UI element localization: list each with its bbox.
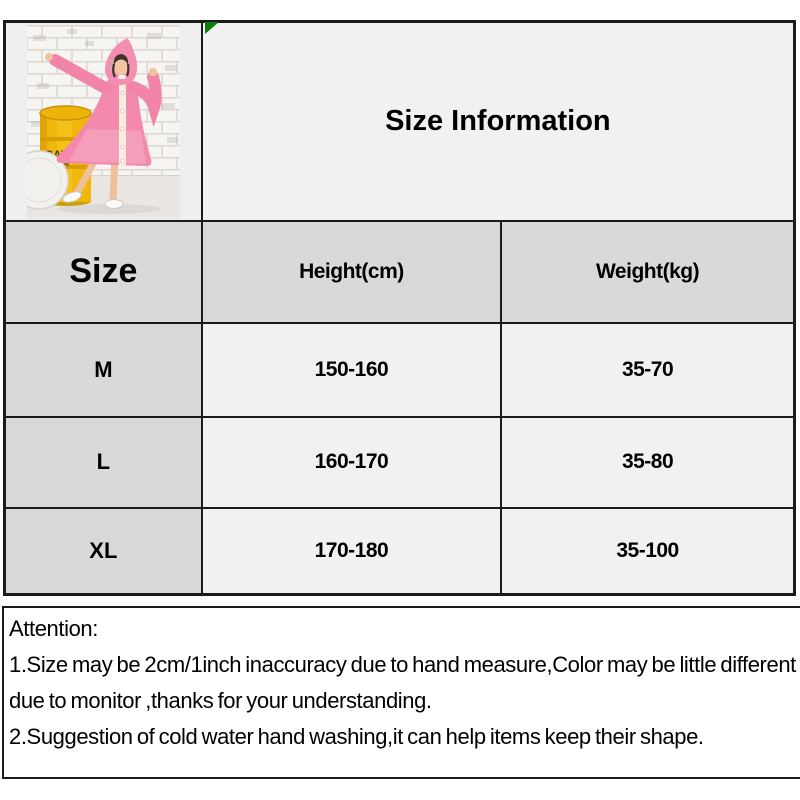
height-value-xl: 170-180: [200, 506, 503, 596]
weight-value-l: 35-80: [500, 415, 796, 509]
wall-smudges: [30, 28, 178, 143]
height-value-m: 150-160: [200, 321, 503, 418]
floor-shadow: [56, 203, 161, 214]
table-header-row: Size Height(cm) Weight(kg): [3, 219, 796, 324]
photo-title-row: SAY: [3, 20, 796, 222]
size-table: SAY: [3, 20, 796, 596]
right-sneaker: [104, 198, 124, 209]
attention-note-2: 2.Suggestion of cold water hand washing,…: [9, 724, 704, 749]
column-header-height: Height(cm): [200, 219, 503, 324]
hair-bangs: [113, 53, 128, 65]
size-label-l: L: [3, 415, 203, 509]
height-value-l: 160-170: [200, 415, 503, 509]
table-row-m: M 150-160 35-70: [3, 321, 796, 418]
raincoat-model: [44, 37, 162, 209]
size-label-xl: XL: [3, 506, 203, 596]
attention-title: Attention:: [9, 616, 98, 641]
size-label-m: M: [3, 321, 203, 418]
column-header-weight: Weight(kg): [500, 219, 796, 324]
table-row-xl: XL 170-180 35-100: [3, 506, 796, 596]
product-photo: SAY: [9, 24, 180, 219]
coat-placket: [118, 78, 126, 165]
weight-value-xl: 35-100: [500, 506, 796, 596]
right-arm-sleeve: [126, 70, 162, 128]
table-row-l: L 160-170 35-80: [3, 415, 796, 509]
page-title: Size Information: [385, 104, 611, 137]
raincoat-photo-illustration: SAY: [9, 24, 180, 219]
weight-value-m: 35-70: [500, 321, 796, 418]
face: [113, 58, 128, 75]
left-sneaker: [62, 191, 82, 203]
attention-note-1: 1.Size may be 2cm/1inch inaccuracy due t…: [9, 652, 796, 713]
hood-lining: [110, 58, 117, 79]
raincoat-body: [56, 76, 152, 166]
column-header-size: Size: [3, 219, 203, 324]
left-arm-sleeve: [48, 53, 113, 95]
collar: [117, 74, 126, 79]
right-hand: [148, 67, 158, 76]
product-photo-cell: SAY: [3, 20, 203, 222]
left-hand: [44, 52, 53, 61]
title-cell: Size Information: [200, 20, 796, 222]
attention-box: Attention: 1.Size may be 2cm/1inch inacc…: [2, 606, 800, 779]
